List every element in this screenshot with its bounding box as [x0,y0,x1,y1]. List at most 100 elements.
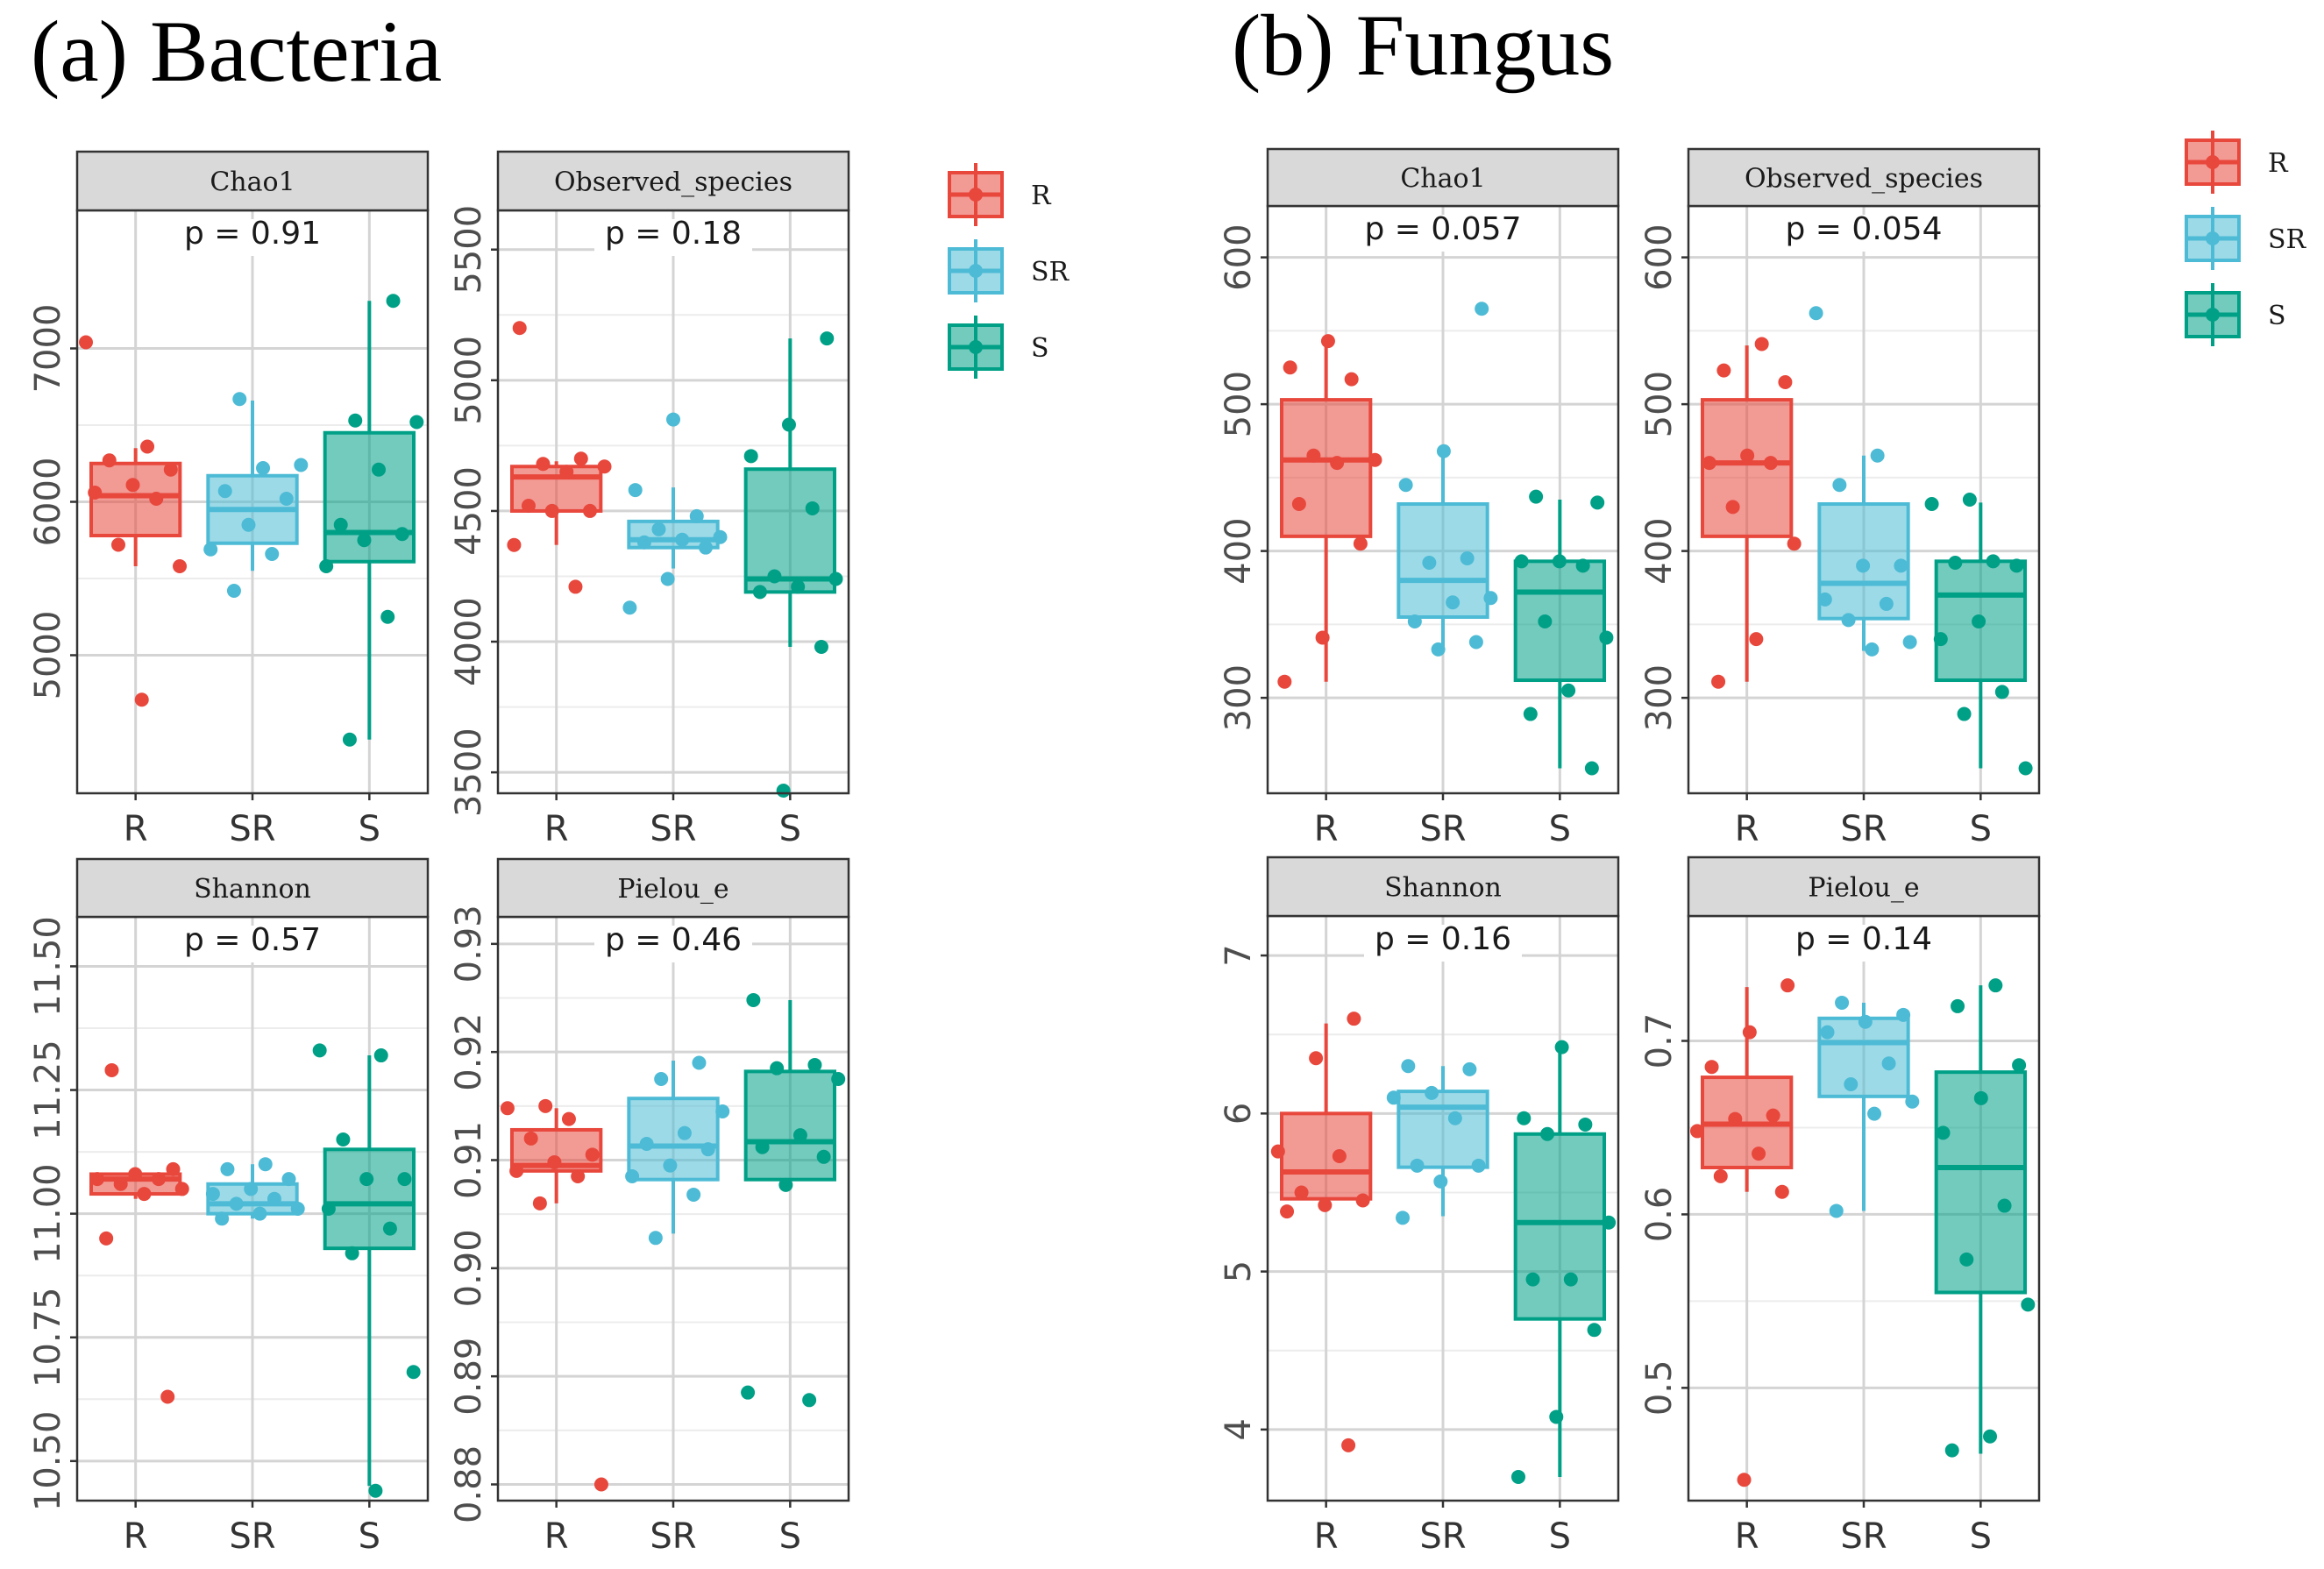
data-point [1514,554,1529,569]
p-value-group: p = 0.14 [1785,921,1943,962]
y-tick-label: 6000 [28,458,68,547]
data-point [816,1149,831,1164]
data-point [1431,642,1446,657]
data-point [173,559,188,573]
data-point [229,1196,244,1211]
panel-a-bacteria-shannon: p = 0.57 Shannon 10.50 10.75 11.00 11.25 11.50… [28,857,430,1557]
section-title-bacteria: (a) Bacteria [31,3,442,100]
data-point [781,417,796,432]
legend-key-point [2206,308,2220,322]
legend-label: S [2268,301,2286,331]
x-tick-label: R [1735,1516,1759,1557]
box-group-s [1934,978,2036,1458]
data-point [1896,1007,1911,1022]
data-point [1742,1025,1757,1040]
data-point [1563,1272,1578,1287]
y-tick-label: 11.50 [28,916,68,1017]
strip-header [1266,147,1620,208]
strip-header [1687,147,2041,208]
data-point [1737,1473,1752,1487]
data-point [1766,1108,1780,1123]
y-tick-label: 3500 [449,728,489,817]
data-point [1936,1125,1951,1140]
box-group-s [312,1043,421,1498]
data-point [1471,1158,1486,1173]
x-tick-label: SR [1419,1516,1466,1557]
data-point [698,540,713,555]
data-point [345,1246,359,1260]
data-point [244,1182,259,1196]
x-tick-label: S [359,809,380,849]
panel-b-fungus-shannon: p = 0.16 Shannon 4 5 6 7 R SR S [1219,855,1620,1557]
panel-a-bacteria-observed-species: p = 0.18 Observed_species 3500 4000 4500 5000… [449,150,850,849]
strip-label: Pielou_e [1808,873,1919,904]
x-tick-label: R [124,809,148,849]
data-point [104,1062,119,1077]
data-point [1523,706,1538,721]
y-tick-label: 600 [1639,224,1680,290]
data-point [1749,632,1764,647]
y-tick-label: 0.91 [449,1121,489,1199]
data-point [113,1176,128,1191]
y-tick-label: 0.6 [1639,1187,1680,1243]
x-tick-label: S [779,1516,801,1557]
data-point [1306,448,1321,463]
data-point [88,486,103,500]
data-point [1341,1438,1356,1452]
p-value-label: p = 0.14 [1795,921,1932,957]
data-point [79,335,93,350]
data-point [1554,1040,1569,1054]
legend-key-point [969,340,983,354]
box [1934,1070,2028,1295]
x-tick-label: SR [1840,809,1887,849]
box-group-r [89,1062,189,1404]
legend-key-point [2206,155,2220,169]
p-value-background [1364,925,1522,962]
data-point [1809,306,1823,321]
data-point [1817,592,1832,607]
box-group-sr [1386,1059,1489,1225]
data-point [1599,630,1614,645]
data-point [628,483,643,498]
data-point [1752,1147,1766,1161]
data-point [2012,1058,2027,1073]
data-point [636,535,651,550]
y-tick-label: 10.75 [28,1287,68,1388]
strip-label: Pielou_e [617,874,728,905]
data-point [348,413,363,428]
y-tick-label: 0.92 [449,1013,489,1091]
p-value-label: p = 0.057 [1365,211,1522,247]
data-point [1835,995,1850,1010]
p-value-label: p = 0.16 [1375,921,1511,957]
x-tick-label: R [544,1516,569,1557]
data-point [663,1158,678,1173]
panel-b-fungus-chao1: p = 0.057 Chao1 300 400 500 600 R SR S [1219,147,1620,849]
data-point [1330,456,1345,471]
box-group-sr [203,392,309,598]
data-point [1881,1056,1896,1071]
data-point [597,459,612,474]
p-value-background [1364,215,1522,252]
data-point [174,1182,189,1196]
x-tick-label: R [1314,1516,1339,1557]
data-point [1483,591,1498,606]
data-point [1401,1059,1416,1074]
data-point [1951,998,1965,1013]
box-group-r [79,335,188,707]
data-point [666,412,680,427]
data-point [828,572,843,586]
p-value-group: p = 0.054 [1785,211,1943,252]
p-value-label: p = 0.57 [184,922,321,958]
data-point [342,732,357,747]
data-point [1446,595,1460,610]
data-point [741,1385,756,1400]
data-point [1894,558,1908,573]
data-point [523,1131,538,1146]
legend-key-point [969,264,983,278]
data-point [1355,1193,1370,1208]
box-group-r [1690,978,1795,1487]
data-point [1540,1126,1555,1141]
data-point [791,579,806,594]
data-point [1587,1323,1602,1338]
